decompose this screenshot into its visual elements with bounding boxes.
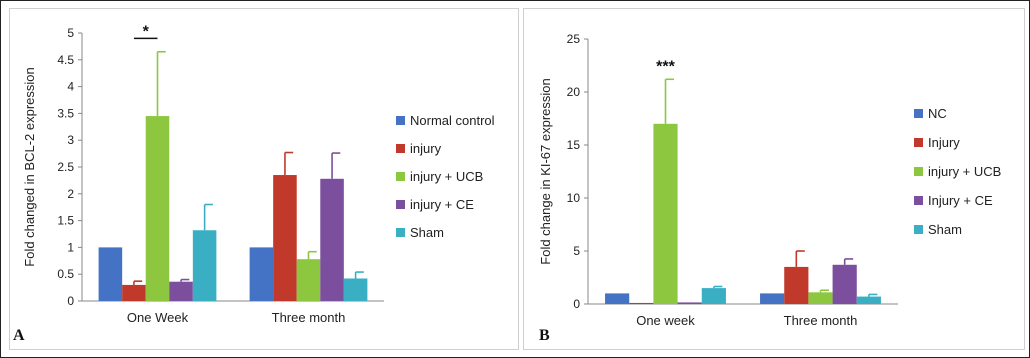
- x-tick-label: Three month: [784, 313, 858, 328]
- y-tick-label: 2: [67, 187, 74, 201]
- y-tick-label: 0.5: [57, 267, 74, 281]
- bar: [122, 284, 146, 301]
- bar: [192, 230, 217, 301]
- y-tick-label: 1.5: [57, 214, 74, 228]
- bar: [832, 264, 857, 304]
- chart-a: 0 0.5 1 1.5 2 2.5 3 3.5 4 4.5 5 Fold changed in BCL…: [22, 23, 495, 325]
- legend-swatch: [396, 172, 405, 181]
- panel-letter-b: B: [539, 327, 550, 344]
- bar: [701, 288, 726, 304]
- legend-label: injury + UCB: [410, 169, 483, 184]
- legend-label: Sham: [928, 222, 962, 237]
- legend-label: Sham: [410, 225, 444, 240]
- chart-b: 0 5 10 15 20 25 Fold change in KI-67 expressio…: [538, 32, 1001, 328]
- bar: [98, 247, 123, 301]
- legend-swatch: [914, 167, 923, 176]
- y-tick-label: 0: [67, 294, 74, 308]
- y-tick-label: 4: [67, 80, 74, 94]
- legend-label: Injury + CE: [928, 193, 993, 208]
- x-tick-label: One week: [636, 313, 695, 328]
- bar: [320, 178, 344, 301]
- y-tick-label: 10: [567, 191, 581, 205]
- bar: [856, 296, 881, 304]
- legend-label: injury + UCB: [928, 164, 1001, 179]
- y-tick-label: 0: [573, 297, 580, 311]
- y-tick-label: 20: [567, 85, 581, 99]
- panel-letter-a: A: [13, 327, 25, 344]
- legend-label: NC: [928, 106, 947, 121]
- panel-a: 0 0.5 1 1.5 2 2.5 3 3.5 4 4.5 5 Fold changed in BCL…: [9, 8, 519, 350]
- bar: [677, 302, 702, 304]
- x-tick-label: One Week: [127, 310, 189, 325]
- y-tick-label: 2.5: [57, 160, 74, 174]
- significance-marker: ***: [656, 58, 675, 75]
- y-tick-label: 15: [567, 138, 581, 152]
- y-axis-label: Fold change in KI-67 expression: [538, 78, 553, 264]
- bar: [760, 293, 785, 304]
- y-tick-label: 5: [67, 26, 74, 40]
- y-tick-label: 25: [567, 32, 581, 46]
- legend-swatch: [914, 109, 923, 118]
- bar: [343, 278, 368, 301]
- significance-marker: *: [143, 23, 150, 40]
- bar: [808, 292, 833, 304]
- y-tick-label: 3: [67, 133, 74, 147]
- legend-swatch: [396, 228, 405, 237]
- bar: [653, 123, 678, 304]
- panel-b: 0 5 10 15 20 25 Fold change in KI-67 expressio…: [523, 8, 1025, 350]
- bar: [784, 266, 809, 304]
- legend-label: Injury: [928, 135, 960, 150]
- legend-swatch: [396, 116, 405, 125]
- bar: [605, 293, 630, 304]
- bar: [169, 281, 193, 301]
- bar: [145, 116, 170, 301]
- bar: [249, 247, 274, 301]
- bar: [296, 259, 321, 301]
- legend-swatch: [914, 225, 923, 234]
- legend-swatch: [914, 196, 923, 205]
- legend-swatch: [914, 138, 923, 147]
- bar: [629, 302, 654, 304]
- legend-swatch: [396, 144, 405, 153]
- legend-swatch: [396, 200, 405, 209]
- y-axis-label: Fold changed in BCL-2 expression: [22, 67, 37, 266]
- y-tick-label: 1: [67, 240, 74, 254]
- legend-label: injury: [410, 141, 442, 156]
- y-tick-label: 4.5: [57, 53, 74, 67]
- legend-label: Normal control: [410, 113, 495, 128]
- legend-label: injury + CE: [410, 197, 474, 212]
- y-tick-label: 3.5: [57, 106, 74, 120]
- y-tick-label: 5: [573, 244, 580, 258]
- x-tick-label: Three month: [272, 310, 346, 325]
- bar: [273, 175, 297, 301]
